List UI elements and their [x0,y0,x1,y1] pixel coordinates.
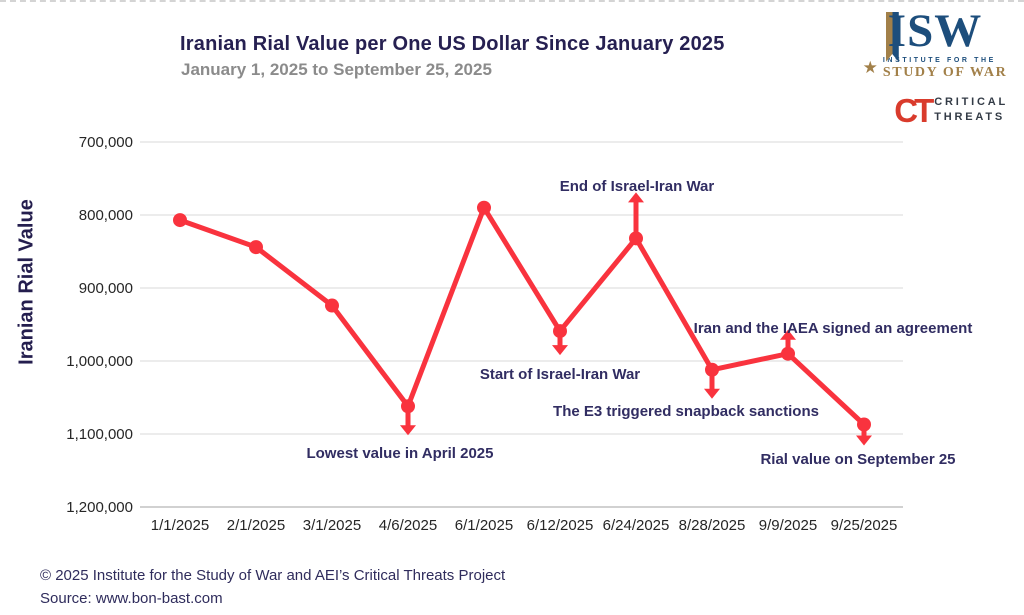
chart-title: Iranian Rial Value per One US Dollar Sin… [180,33,725,55]
annotation-arrow-head [552,345,568,356]
y-tick-label: 900,000 [79,280,133,297]
y-tick-label: 700,000 [79,134,133,151]
annotation-arrow-head [704,388,720,399]
data-point [629,231,643,246]
copyright-text: © 2025 Institute for the Study of War an… [40,567,506,584]
annotation-arrow-head [780,329,796,340]
x-tick-label: 1/1/2025 [151,517,209,534]
data-point [553,324,567,339]
isw-institute-text: INSTITUTE FOR THE [882,57,996,64]
data-point [705,362,719,377]
x-tick-label: 9/25/2025 [831,517,898,534]
annotation-label: Start of Israel-Iran War [480,366,640,383]
series-line [177,205,867,428]
annotation-label: Iran and the IAEA signed an agreement [694,320,973,337]
isw-ribbon-icon [885,12,899,62]
annotation-label: The E3 triggered snapback sanctions [553,403,819,420]
ct-acronym: CT [894,91,934,129]
data-point [249,240,263,255]
ct-threats-text: THREATS [934,111,1005,124]
y-tick-label: 1,200,000 [66,499,133,516]
y-tick-label: 1,000,000 [66,353,133,370]
data-point [477,200,491,215]
data-point [325,298,339,313]
x-tick-label: 6/1/2025 [455,517,513,534]
x-tick-label: 6/24/2025 [603,517,670,534]
x-tick-label: 3/1/2025 [303,517,361,534]
data-point [401,399,415,414]
data-point [781,346,795,361]
annotation-label: End of Israel-Iran War [560,178,715,195]
annotation-arrow-head [856,435,872,446]
isw-study-of-war-text: STUDY OF WAR [882,65,1008,80]
critical-threats-logo: CT CRITICAL THREATS [894,91,1008,129]
isw-logo: ISW ★ INSTITUTE FOR THE STUDY OF WAR [860,8,1010,81]
annotation-arrow-head [628,192,644,203]
data-point [857,417,871,432]
isw-acronym: ISW [887,5,983,57]
y-tick-label: 1,100,000 [66,426,133,443]
annotation-label: Lowest value in April 2025 [306,445,493,462]
x-tick-label: 2/1/2025 [227,517,285,534]
y-tick-label: 800,000 [79,207,133,224]
annotation-arrow-head [400,425,416,436]
data-point [173,213,187,228]
x-tick-label: 8/28/2025 [679,517,746,534]
isw-star-icon: ★ [862,58,878,77]
chart-subtitle: January 1, 2025 to September 25, 2025 [181,60,492,79]
ct-critical-text: CRITICAL [934,96,1008,108]
annotation-label: Rial value on September 25 [760,451,955,468]
x-tick-label: 4/6/2025 [379,517,437,534]
x-tick-label: 9/9/2025 [759,517,817,534]
x-tick-label: 6/12/2025 [527,517,594,534]
source-text: Source: www.bon-bast.com [40,590,223,607]
